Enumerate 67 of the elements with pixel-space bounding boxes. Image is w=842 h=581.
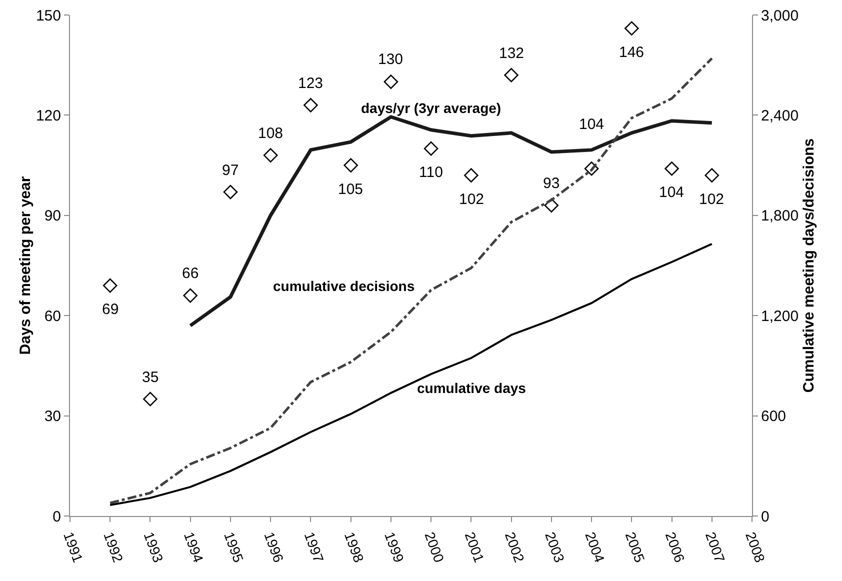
- x-tick-label: 1996: [261, 530, 287, 565]
- data-label: 93: [543, 175, 560, 192]
- x-tick-label: 1994: [180, 530, 207, 565]
- y-tick-label: 0: [52, 508, 61, 526]
- y-tick-label: 60: [44, 308, 61, 325]
- data-label: 97: [222, 162, 239, 179]
- data-label: 104: [579, 116, 604, 133]
- data-label: 105: [338, 181, 364, 198]
- y2-tick-label: 0: [761, 508, 770, 526]
- y-axis-title: Days of meeting per year: [17, 176, 34, 355]
- x-tick-label: 1998: [341, 530, 368, 565]
- x-tick-label: 2001: [462, 530, 488, 565]
- data-label: 66: [182, 265, 199, 282]
- point: [304, 98, 318, 112]
- data-label: 35: [142, 369, 159, 386]
- y-tick-label: 30: [44, 408, 61, 426]
- data-label: 132: [499, 45, 524, 62]
- y2-tick-label: 3,000: [761, 7, 799, 24]
- point: [464, 168, 478, 182]
- point: [223, 184, 238, 200]
- x-tick-label: 1997: [301, 530, 328, 565]
- data-label: 146: [619, 44, 644, 61]
- data-label: 130: [378, 51, 404, 68]
- y-tick-label: 90: [44, 208, 61, 225]
- point: [263, 148, 278, 162]
- x-tick-label: 1999: [382, 530, 408, 565]
- x-tick-label: 2002: [502, 530, 528, 565]
- x-tick-label: 2005: [622, 530, 648, 565]
- y2-tick-label: 600: [761, 408, 786, 426]
- point: [624, 21, 639, 36]
- point: [424, 141, 438, 156]
- x-tick-label: 2006: [662, 530, 688, 565]
- point: [704, 168, 720, 182]
- x-tick-label: 1992: [100, 530, 126, 565]
- data-label: 102: [459, 191, 484, 208]
- point: [504, 68, 518, 82]
- x-tick-label: 2004: [582, 530, 608, 565]
- data-label: 104: [659, 184, 684, 201]
- y2-tick-label: 2,400: [761, 107, 799, 124]
- point: [584, 161, 599, 176]
- y2-tick-label: 1,800: [761, 208, 799, 225]
- data-label: 102: [699, 191, 724, 208]
- x-tick-label: 2007: [702, 530, 728, 565]
- x-tick-label: 1995: [221, 530, 247, 565]
- data-label: 110: [419, 164, 443, 181]
- x-tick-label: 1993: [140, 530, 167, 565]
- y-tick-label: 120: [36, 107, 61, 124]
- point: [183, 288, 198, 303]
- point: [344, 158, 358, 172]
- y-tick-label: 150: [36, 7, 61, 24]
- x-tick-label: 2008: [742, 530, 768, 565]
- data-label: 123: [298, 75, 324, 92]
- data-label: 108: [258, 125, 284, 142]
- x-tick-label: 2003: [542, 530, 568, 565]
- point: [102, 278, 118, 293]
- series-label: cumulative decisions: [273, 278, 415, 294]
- point: [544, 198, 559, 213]
- point: [664, 161, 679, 176]
- data-label: 69: [102, 301, 119, 318]
- x-tick-label: 1991: [60, 530, 86, 565]
- point: [384, 74, 398, 89]
- x-tick-label: 2000: [422, 530, 448, 565]
- series-label: cumulative days: [417, 380, 526, 396]
- y2-axis-title: Cumulative meeting days/decisions: [800, 138, 818, 393]
- point: [143, 392, 158, 406]
- y2-tick-label: 1,200: [761, 308, 799, 325]
- series-label: days/yr (3yr average): [361, 100, 502, 116]
